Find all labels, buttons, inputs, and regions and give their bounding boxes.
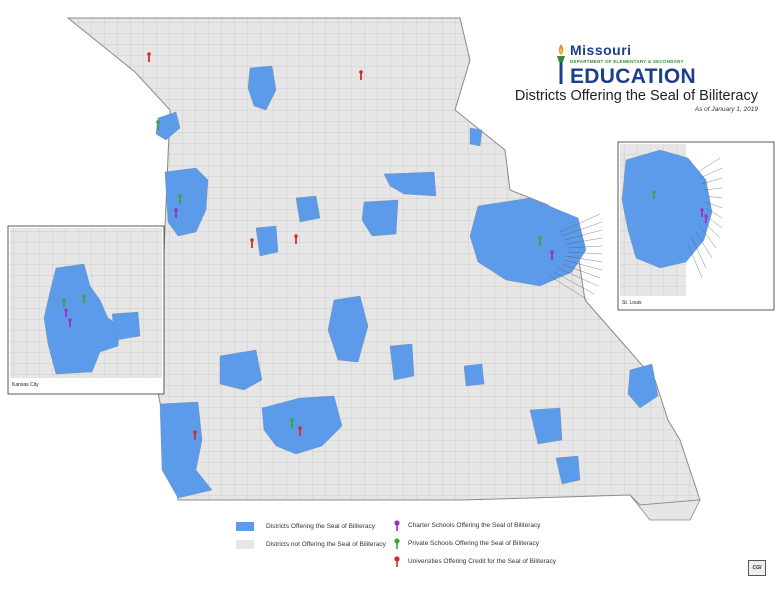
- legend-item-private: Private Schools Offering the Seal of Bil…: [394, 538, 539, 549]
- district-mid-west: [255, 225, 279, 257]
- legend-label: Universities Offering Credit for the Sea…: [408, 558, 556, 565]
- private-pin-icon: [394, 538, 400, 549]
- kc-inset-offering-districts: [43, 263, 121, 375]
- legend-label: Private Schools Offering the Seal of Bil…: [408, 540, 540, 547]
- logo-department-text: DEPARTMENT OF ELEMENTARY & SECONDARY: [570, 59, 684, 64]
- dese-logo: Missouri DEPARTMENT OF ELEMENTARY & SECO…: [548, 40, 748, 92]
- university-pin: [298, 426, 302, 436]
- st-louis-leader-lines: [549, 213, 603, 301]
- map-subtitle: As of January 1, 2019: [694, 106, 758, 113]
- offering-districts: [155, 65, 659, 499]
- university-pin: [193, 430, 197, 440]
- logo-missouri-text: Missouri: [570, 42, 632, 58]
- district-mid-north-3: [295, 195, 321, 223]
- district-mid-north-1: [383, 171, 437, 197]
- map-legend: Districts Offering the Seal of Biliterac…: [236, 518, 596, 574]
- university-pin: [250, 238, 254, 248]
- charter-school-pin: [174, 208, 178, 218]
- legend-item-not-offering: Districts not Offering the Seal of Bilit…: [236, 540, 386, 549]
- private-school-pin: [538, 236, 542, 246]
- not-offering-swatch: [236, 540, 254, 549]
- district-west-central: [219, 349, 263, 391]
- district-mid-north-2: [361, 199, 399, 237]
- district-st-louis-area: [469, 197, 587, 287]
- cgi-badge: CGI: [748, 560, 766, 576]
- district-kansas-city-area: [164, 167, 209, 237]
- legend-item-charter: Charter Schools Offering the Seal of Bil…: [394, 520, 540, 531]
- legend-label: Charter Schools Offering the Seal of Bil…: [408, 522, 541, 529]
- private-school-pin: [290, 418, 294, 428]
- university-pin: [359, 70, 363, 80]
- private-school-pin: [178, 194, 182, 204]
- kansas-city-inset: [7, 225, 165, 395]
- district-southwest-1: [159, 401, 213, 499]
- offering-swatch: [236, 522, 254, 531]
- kc-inset-east-district: [111, 311, 141, 341]
- map-title: Districts Offering the Seal of Biliterac…: [514, 88, 758, 104]
- kansas-city-inset-label: Kansas City: [12, 382, 39, 388]
- legend-item-university: Universities Offering Credit for the Sea…: [394, 556, 556, 567]
- torch-icon: [557, 44, 565, 84]
- university-pin: [147, 52, 151, 62]
- stl-inset-offering-districts: [621, 149, 713, 269]
- district-northwest-1: [155, 111, 181, 141]
- university-pin-icon: [394, 556, 400, 567]
- st-louis-inset: [617, 141, 775, 311]
- district-southeast-1: [529, 407, 563, 445]
- st-louis-inset-label: St. Louis: [622, 300, 642, 306]
- logo-education-text: EDUCATION: [570, 65, 696, 88]
- university-pin: [294, 234, 298, 244]
- district-north-central: [247, 65, 277, 111]
- charter-school-pin: [550, 250, 554, 260]
- legend-label: Districts Offering the Seal of Biliterac…: [266, 523, 375, 530]
- legend-label: Districts not Offering the Seal of Bilit…: [266, 541, 386, 548]
- missouri-bootheel: [629, 494, 701, 521]
- charter-pin-icon: [394, 520, 400, 531]
- legend-item-offering: Districts Offering the Seal of Biliterac…: [236, 522, 375, 531]
- district-southeast-2: [555, 455, 581, 485]
- district-central-2: [389, 343, 415, 381]
- district-central-1: [327, 295, 369, 363]
- district-northeast-1: [469, 127, 483, 147]
- main-map-pins: [147, 52, 554, 440]
- district-springfield-area: [261, 395, 343, 455]
- district-east-border: [627, 363, 659, 409]
- district-central-3: [463, 363, 485, 387]
- private-school-pin: [156, 120, 160, 130]
